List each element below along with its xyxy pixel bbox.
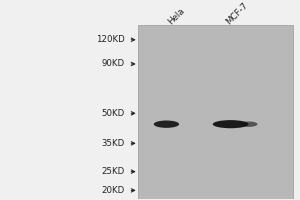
Text: 120KD: 120KD [96,35,124,44]
Text: 50KD: 50KD [101,109,124,118]
Ellipse shape [154,120,179,128]
Text: MCF-7: MCF-7 [225,1,250,26]
Text: 20KD: 20KD [101,186,124,195]
Text: 35KD: 35KD [101,139,124,148]
Bar [138,25,293,199]
Text: 25KD: 25KD [101,167,124,176]
Text: 90KD: 90KD [101,59,124,68]
Ellipse shape [240,121,257,127]
Ellipse shape [213,120,248,128]
Text: Hela: Hela [167,6,187,26]
